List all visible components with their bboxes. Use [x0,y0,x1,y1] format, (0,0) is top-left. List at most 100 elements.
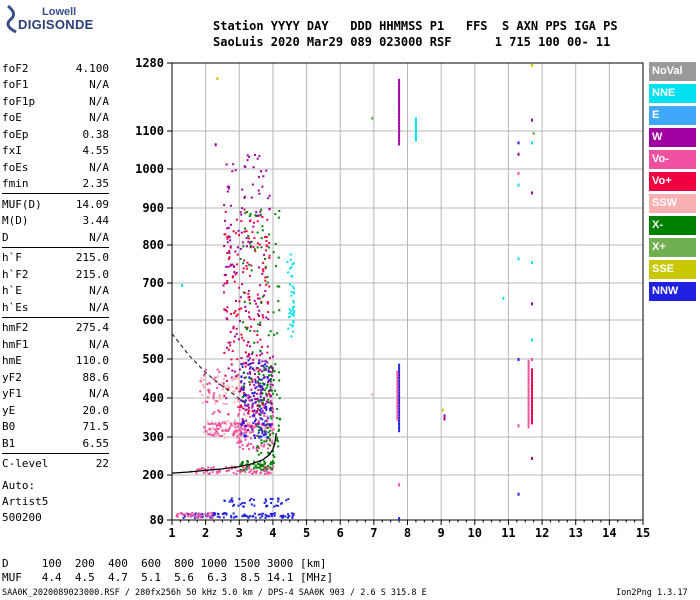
echo-point-vo [235,263,238,266]
parameter-value: 88.6 [82,370,110,384]
echo-point-vo [266,472,269,475]
parameter-value: 3.44 [82,214,110,228]
echo-point-vo [264,427,267,430]
echo-point-vo [265,283,268,286]
echo-point-vo [257,419,260,422]
echo-point-vo [252,430,255,433]
echo-point-w [249,246,252,249]
echo-column-point [398,416,401,420]
echo-point-nnw [243,502,246,505]
echo-point-ssw [226,420,229,423]
echo-point-x [277,429,280,432]
echo-point-nnw [269,409,272,412]
echo-point-nnw [263,501,266,504]
echo-point-w [231,170,234,173]
echo-point-w [241,283,244,286]
echo-point-nnw [261,512,264,515]
echo-point-vo [253,330,256,333]
echo-column-point [398,87,401,91]
echo-point-nnw [221,512,224,515]
y-tick-label: 1100 [135,124,164,138]
echo-point-w [265,400,268,403]
echo-point-vo [229,245,232,248]
echo-point-w [232,163,235,166]
echo-point-nnw [242,389,245,392]
x-tick-label: 1 [168,526,175,540]
echo-point-w [252,225,255,228]
echo-point-x [260,301,263,304]
echo-point-x [242,371,245,374]
echo-point [216,77,219,81]
echo-point-x [244,326,247,329]
echo-point-vo [260,444,263,447]
echo-point-ssw [237,435,240,438]
echo-point-nnw [246,515,249,518]
echo-point-nnw [240,375,243,378]
echo-point-x [268,444,271,447]
echo-point-vo [248,274,251,277]
echo-point-ssw [216,423,219,426]
echo-point-w [240,386,243,389]
echo-point-x [253,467,256,470]
echo-point-w [266,361,269,364]
echo-point-vo [223,394,226,397]
echo-point-nnw [259,516,262,519]
echo-point-w [271,355,274,358]
echo-point-ssw [242,433,245,436]
echo-point-ssw [233,377,236,380]
echo-point-nnw [262,364,265,367]
echo-point-nnw [258,362,261,365]
echo-point-nnw [241,422,244,425]
echo-point-vo [245,264,248,267]
echo-point-w [256,397,259,400]
echo-point-nnw [251,402,254,405]
echo-point-vo [252,411,255,414]
echo-column-point [396,376,399,380]
echo-point-vo [224,429,227,432]
parameter-row: fxI 4.55 [2,143,109,160]
echo-point-x [248,215,251,218]
parameter-value: N/A [89,337,109,351]
echo-point-nnw [232,512,235,515]
echo-point-vo [264,236,267,239]
echo-point-nnw [265,505,268,508]
echo-point-x [256,462,259,465]
echo-point-vo [187,515,190,518]
echo-point-w [225,163,228,166]
echo-point-w [236,246,239,249]
echo-point-w [222,382,225,385]
echo-column-point [530,399,533,403]
echo-point-w [257,189,260,192]
echo-point-nnw [269,497,272,500]
echo-point-vo [269,437,272,440]
parameter-label: foF1 [2,78,29,92]
echo-point-vo [233,340,236,343]
echo-point-vo [224,466,227,469]
echo-point-nnw [249,515,252,518]
echo-column-point [527,415,530,419]
echo-point-nnw [254,420,257,423]
muf-value-row: MUF 4.4 4.5 4.7 5.1 5.6 6.3 8.5 14.1 [MH… [2,571,334,584]
echo-point-vo [228,256,231,259]
parameter-row: D N/A [2,229,109,246]
echo-point-nne [288,308,291,311]
echo-point-x [259,460,262,463]
echo-point-vo [248,298,251,301]
echo-point-w [238,390,241,393]
echo-point-x [261,465,264,468]
echo-column-point [398,388,401,392]
echo-point-vo [238,308,241,311]
echo-point-x [265,387,268,390]
echo-point-vo [217,427,220,430]
echo-point-nne [292,301,295,304]
echo-column-point [396,395,399,399]
echo-point-x [256,330,259,333]
echo-point-vo [258,243,261,246]
echo-point-vo [226,235,229,238]
echo-point-vo [272,415,275,418]
echo-column-point [398,419,401,423]
echo-point-nne [292,314,295,317]
echo-point-nnw [262,422,265,425]
echo-column-point [398,124,401,128]
echo-point-ssw [206,420,209,423]
